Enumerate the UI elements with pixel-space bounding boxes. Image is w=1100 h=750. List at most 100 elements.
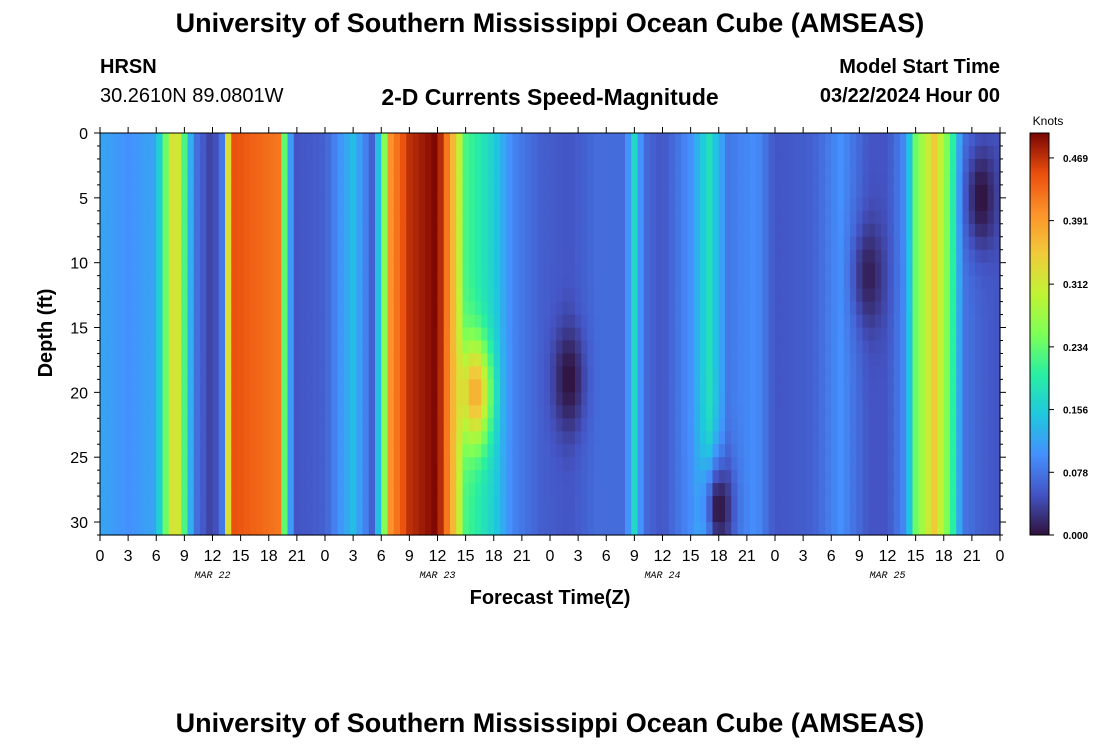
heatmap-cell — [937, 379, 945, 393]
heatmap-cell — [600, 275, 607, 290]
heatmap-cell — [506, 133, 514, 147]
heatmap-cell — [550, 301, 557, 316]
heatmap-cell — [575, 275, 582, 290]
heatmap-cell — [656, 327, 664, 342]
heatmap-cell — [712, 483, 720, 497]
heatmap-cell — [806, 145, 814, 160]
heatmap-cell — [425, 431, 432, 445]
heatmap-cell — [287, 366, 295, 380]
heatmap-cell — [500, 223, 507, 238]
heatmap-cell — [581, 457, 589, 471]
heatmap-cell — [112, 314, 120, 329]
heatmap-cell — [725, 457, 732, 471]
heatmap-cell — [237, 353, 245, 368]
heatmap-cell — [231, 314, 239, 329]
heatmap-cell — [543, 457, 551, 471]
heatmap-cell — [837, 405, 845, 419]
heatmap-cell — [487, 275, 495, 290]
heatmap-cell — [218, 444, 226, 458]
heatmap-cell — [250, 262, 257, 277]
heatmap-cell — [312, 366, 320, 380]
heatmap-cell — [525, 275, 532, 290]
heatmap-cell — [575, 444, 582, 458]
heatmap-cell — [781, 483, 789, 497]
heatmap-cell — [187, 223, 195, 238]
heatmap-cell — [956, 288, 964, 303]
heatmap-cell — [743, 275, 751, 290]
heatmap-cell — [356, 249, 364, 264]
heatmap-cell — [468, 223, 476, 238]
heatmap-cell — [887, 275, 895, 290]
heatmap-cell — [793, 223, 801, 238]
heatmap-cell — [887, 457, 895, 471]
heatmap-cell — [912, 509, 920, 523]
heatmap-cell — [837, 340, 845, 355]
heatmap-cell — [381, 262, 389, 277]
heatmap-cell — [550, 470, 557, 484]
heatmap-cell — [468, 522, 476, 536]
heatmap-cell — [618, 197, 626, 212]
heatmap-cell — [968, 223, 976, 238]
heatmap-cell — [350, 197, 357, 212]
heatmap-cell — [225, 366, 232, 380]
heatmap-cell — [912, 133, 920, 147]
heatmap-cell — [437, 405, 445, 419]
heatmap-cell — [925, 379, 932, 393]
heatmap-cell — [400, 288, 407, 303]
heatmap-cell — [537, 288, 545, 303]
heatmap-cell — [356, 457, 364, 471]
heatmap-cell — [568, 496, 576, 510]
heatmap-cell — [881, 184, 889, 199]
heatmap-cell — [712, 249, 720, 264]
heatmap-cell — [543, 418, 551, 432]
heatmap-cell — [656, 158, 664, 173]
heatmap-cell — [637, 249, 645, 264]
heatmap-cell — [981, 133, 989, 147]
heatmap-cell — [681, 418, 689, 432]
heatmap-cell — [375, 236, 382, 251]
heatmap-cell — [718, 431, 726, 445]
heatmap-cell — [981, 184, 989, 199]
heatmap-cell — [106, 158, 114, 173]
heatmap-cell — [531, 249, 539, 264]
heatmap-cell — [556, 444, 564, 458]
heatmap-cell — [381, 392, 389, 406]
heatmap-cell — [387, 210, 395, 225]
heatmap-cell — [112, 275, 120, 290]
heatmap-cell — [187, 158, 195, 173]
heatmap-cell — [487, 444, 495, 458]
heatmap-cell — [950, 379, 957, 393]
heatmap-cell — [375, 133, 382, 147]
heatmap-cell — [112, 496, 120, 510]
heatmap-cell — [287, 509, 295, 523]
heatmap-cell — [143, 249, 151, 264]
heatmap-cell — [500, 197, 507, 212]
heatmap-cell — [381, 496, 389, 510]
heatmap-cell — [150, 145, 157, 160]
heatmap-cell — [250, 418, 257, 432]
heatmap-cell — [431, 171, 439, 186]
heatmap-cell — [793, 444, 801, 458]
heatmap-cell — [987, 522, 995, 536]
heatmap-cell — [687, 210, 695, 225]
heatmap-cell — [156, 262, 164, 277]
heatmap-cell — [818, 392, 826, 406]
heatmap-cell — [550, 418, 557, 432]
heatmap-cell — [637, 171, 645, 186]
heatmap-cell — [631, 197, 639, 212]
heatmap-cell — [318, 158, 326, 173]
heatmap-cell — [181, 301, 189, 316]
heatmap-cell — [768, 275, 776, 290]
heatmap-cell — [900, 301, 907, 316]
heatmap-cell — [537, 470, 545, 484]
heatmap-cell — [368, 236, 376, 251]
heatmap-cell — [506, 470, 514, 484]
heatmap-cell — [981, 522, 989, 536]
heatmap-cell — [625, 210, 632, 225]
heatmap-cell — [268, 236, 276, 251]
heatmap-cell — [631, 509, 639, 523]
heatmap-cell — [375, 262, 382, 277]
heatmap-cell — [100, 392, 107, 406]
heatmap-cell — [518, 431, 526, 445]
heatmap-cell — [806, 522, 814, 536]
